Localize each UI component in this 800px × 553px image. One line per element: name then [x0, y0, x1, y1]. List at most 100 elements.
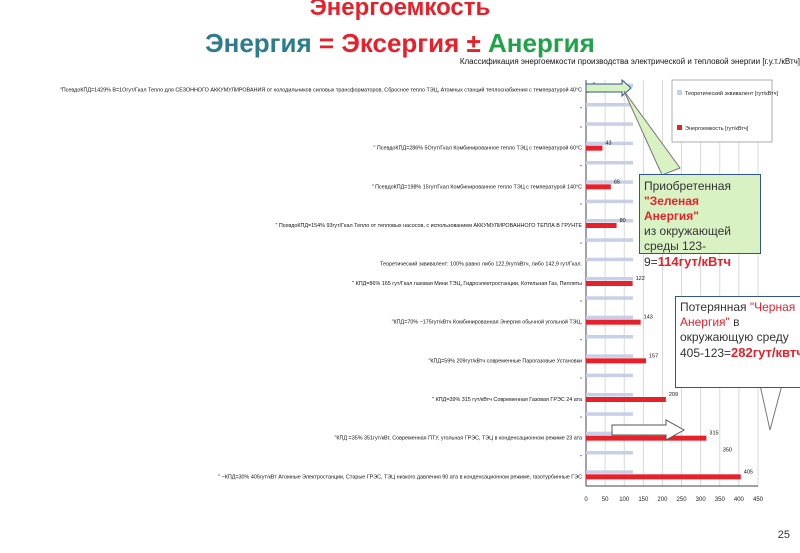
category-label: " [580, 378, 582, 384]
category-label: " [580, 107, 582, 113]
bar-theory [586, 412, 634, 416]
chart-legend: Теоретический эквивалент [гут/кВтч] Энер… [671, 79, 779, 143]
category-label: " [580, 455, 582, 461]
category-label: " ПсевдоКПД=198% 15гут/Гкал Комбинирован… [372, 183, 582, 190]
bar-value-label: 65 [614, 179, 620, 185]
bar-theory [586, 103, 634, 107]
callout-arrows [585, 78, 783, 441]
category-label: " [580, 204, 582, 210]
x-tick-label: 300 [696, 497, 707, 503]
black-callout-line2b: в [729, 315, 740, 329]
legend-swatch-theory [677, 90, 682, 95]
green-callout-line5: 9=114гут/кВтч [644, 254, 756, 270]
black-callout-value: 282гут/квтч [731, 345, 800, 360]
green-callout-line2: "Зеленая Анергия" [644, 194, 699, 223]
category-label: " [580, 416, 582, 422]
black-callout-line4: 405-123=282гут/квтч [680, 345, 800, 361]
black-callout-line1: Потерянная "Черная [680, 300, 796, 315]
green-callout-line4: среды 123- [644, 239, 707, 253]
bar-energy [586, 358, 647, 364]
category-label: " [580, 300, 582, 306]
bar-theory [586, 277, 634, 281]
bar-theory [586, 257, 634, 262]
bar-theory [586, 431, 634, 436]
bar-energy [586, 474, 741, 480]
bar-energy [586, 184, 611, 190]
bar-energy [586, 397, 666, 402]
chart-title: Классификация энергоемкости производства… [460, 57, 800, 66]
black-callout-line2a: Анергия" [680, 315, 730, 329]
category-label: " ~КПД=30% 405гут/кВт Атомные Электроста… [218, 474, 582, 480]
bar-theory [586, 470, 634, 474]
bar-theory [586, 354, 634, 358]
bar-value-label: 122 [636, 276, 645, 282]
legend-label-theory: Теоретический эквивалент [гут/кВтч] [685, 90, 779, 97]
slide-title: Энергоемкость [309, 0, 491, 21]
bar-theory [586, 451, 634, 455]
bar-value-label: 315 [709, 431, 718, 437]
bar-energy [586, 223, 617, 228]
category-label: " КПД=86% 165 гут/Гкал газовая Мини ТЭЦ,… [352, 281, 582, 287]
bar-value-label: 405 [744, 469, 753, 475]
green-callout-line1: Приобретенная [644, 179, 731, 193]
bar-energy [586, 319, 641, 325]
subtitle-exergy: Эксергия [341, 28, 460, 58]
category-label: " КПД=39% 315 гут/кВтч Современная Газов… [432, 397, 582, 403]
legend-label-energy: Энергоемкость [гут/кВтч] [685, 126, 749, 132]
bar-theory [586, 199, 634, 204]
bar-value-label: 209 [669, 392, 678, 398]
bar-theory [586, 141, 634, 146]
category-label: Теоретический эквивалент: 100% равно либ… [380, 261, 582, 268]
black-callout-line4a: 405-123= [680, 346, 732, 360]
category-label: " ПсевдоКПД=286% 5Огут/Гкал Комбинирован… [374, 145, 583, 152]
category-label: "КПД=59% 209гут/кВтч современные Парогаз… [429, 358, 583, 364]
bar-value-label: 80 [620, 218, 626, 224]
x-tick-label: 450 [753, 497, 764, 503]
bar-value-label: 350 [723, 448, 732, 454]
category-label: " [580, 126, 582, 132]
subtitle-anergy: Анергия [488, 28, 595, 58]
green-callout-pointer [623, 90, 681, 176]
slide-number: 25 [777, 529, 790, 541]
green-callout-line5a: 9= [644, 255, 658, 269]
green-arrow-shape [585, 78, 632, 98]
category-label: " [580, 165, 582, 171]
category-label: " ПсевдоКПД=154% 93гут/Гкал Тепло от теп… [275, 223, 582, 229]
bar-theory [586, 161, 634, 165]
bar-theory [586, 238, 634, 242]
category-label: "ПсевдоКПД=1429% В=1Огут/Гкал Тепло для … [60, 87, 582, 94]
category-label: " [580, 339, 582, 345]
bar-theory [586, 335, 634, 339]
black-callout-line1b: "Черная [749, 300, 796, 314]
bar-theory [586, 373, 634, 378]
x-tick-label: 250 [677, 497, 688, 503]
x-tick-label: 200 [657, 497, 668, 503]
black-callout-line3: окружающую среду [680, 330, 789, 344]
black-callout-pointer [759, 384, 783, 431]
legend-swatch-energy [677, 125, 682, 130]
category-label: "КПД=70% ~175гут/кВтч Комбинированная Эн… [392, 319, 583, 326]
bar-value-label: 143 [644, 315, 653, 321]
category-label: " [580, 242, 582, 248]
bar-theory [586, 219, 634, 223]
black-anergy-callout: Потерянная "Черная Анергия" в окружающую… [675, 296, 800, 388]
x-tick-label: 0 [584, 497, 588, 503]
x-tick-label: 100 [619, 497, 630, 503]
bar-value-label: 157 [649, 353, 658, 359]
bar-energy [586, 281, 633, 286]
slide-subtitle: Энергия = Эксергия ± Анергия [0, 28, 800, 59]
bar-energy [586, 145, 603, 151]
bar-value-label: 43 [605, 141, 611, 147]
green-callout-line3: из окружающей [644, 224, 731, 238]
subtitle-equals: = [318, 28, 335, 58]
bar-theory [586, 296, 634, 300]
subtitle-energy: Энергия [205, 28, 312, 58]
x-tick-label: 50 [602, 497, 609, 503]
x-tick-label: 350 [715, 497, 726, 503]
green-anergy-callout: Приобретенная "Зеленая Анергия" из окруж… [639, 174, 761, 269]
bar-theory [586, 180, 634, 184]
bar-theory [586, 122, 634, 126]
bar-energy [586, 435, 707, 441]
category-label: "КПД =35% 351гут/кВт, Современная ПТУ, у… [334, 436, 582, 442]
